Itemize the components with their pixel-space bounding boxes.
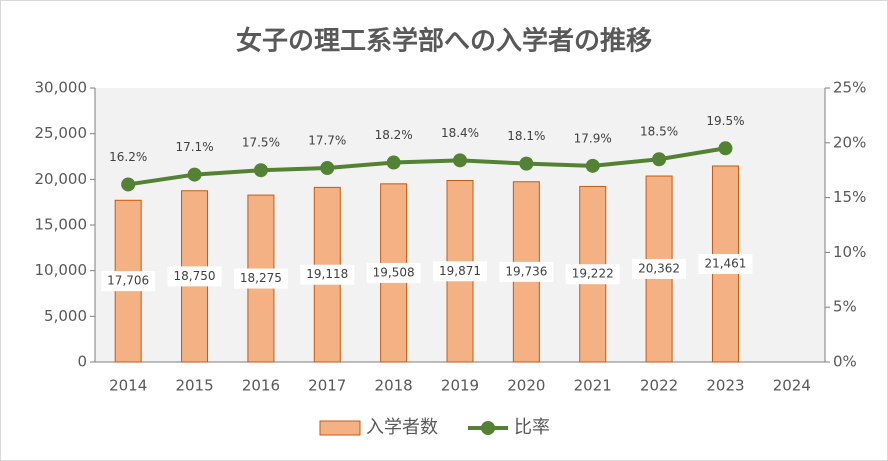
- x-tick-label: 2022: [640, 377, 678, 395]
- legend-swatch: [481, 421, 495, 435]
- data-label: 19,871: [439, 264, 481, 278]
- data-label-bg: [698, 253, 753, 274]
- x-tick-label: 2023: [706, 377, 744, 395]
- data-label-bg: [101, 271, 156, 292]
- y-tick-label: 10,000: [35, 261, 88, 279]
- data-label: 17,706: [107, 274, 149, 288]
- y-tick-label: 30,000: [35, 79, 88, 97]
- line-marker: [386, 155, 401, 170]
- y2-tick-label: 25%: [833, 79, 866, 97]
- x-tick-label: 2014: [109, 377, 147, 395]
- data-label: 19,118: [306, 267, 348, 281]
- data-label-bg: [565, 264, 620, 285]
- data-label: 20,362: [638, 262, 680, 276]
- data-label-bg: [167, 266, 222, 287]
- data-label: 18.2%: [375, 128, 413, 142]
- line-marker: [519, 156, 534, 171]
- data-label-bg: [499, 261, 554, 282]
- y-tick-label: 0: [77, 353, 87, 371]
- line-marker: [652, 152, 667, 167]
- x-tick-label: 2020: [507, 377, 545, 395]
- legend-label: 比率: [514, 417, 550, 438]
- x-tick-label: 2016: [242, 377, 280, 395]
- data-label: 19,222: [572, 267, 614, 281]
- line: [127, 146, 726, 187]
- y-tick-label: 20,000: [35, 170, 88, 188]
- data-label: 18.1%: [507, 129, 545, 143]
- data-label: 18.4%: [441, 126, 479, 140]
- line-marker: [453, 153, 467, 168]
- data-label-bg: [433, 261, 487, 282]
- y-tick-label: 25,000: [35, 124, 88, 142]
- data-label: 19.5%: [706, 114, 744, 128]
- y-tick-label: 15,000: [35, 216, 88, 234]
- line-marker: [121, 177, 136, 192]
- data-label: 16.2%: [109, 150, 147, 164]
- line-marker: [718, 141, 733, 156]
- y2-tick-label: 5%: [833, 298, 857, 316]
- data-label: 18.5%: [640, 125, 678, 139]
- x-tick-label: 2021: [574, 377, 612, 395]
- legend-swatch: [319, 420, 361, 436]
- data-label: 17.1%: [175, 140, 213, 154]
- x-tick-label: 2018: [375, 377, 413, 395]
- data-label: 17.7%: [308, 134, 346, 148]
- x-tick-label: 2019: [441, 377, 479, 395]
- data-label: 21,461: [704, 256, 746, 270]
- line-marker: [585, 158, 600, 173]
- data-label: 19,508: [373, 265, 415, 279]
- data-label: 19,736: [505, 264, 547, 278]
- data-label: 17.5%: [242, 136, 280, 150]
- x-tick-label: 2015: [175, 377, 213, 395]
- data-label-bg: [366, 262, 421, 283]
- y-tick-label: 5,000: [44, 307, 87, 325]
- y2-tick-label: 10%: [833, 243, 866, 261]
- line-marker: [187, 167, 202, 182]
- y2-tick-label: 20%: [833, 133, 866, 151]
- x-tick-label: 2017: [308, 377, 346, 395]
- line-marker: [253, 163, 268, 178]
- line-marker: [320, 161, 335, 176]
- data-label-bg: [632, 259, 687, 280]
- data-label-bg: [233, 268, 288, 289]
- chart-title: 女子の理工系学部への入学者の推移: [236, 26, 652, 57]
- y2-tick-label: 15%: [833, 188, 866, 206]
- x-tick-label: 2024: [773, 377, 811, 395]
- y2-tick-label: 0%: [833, 353, 857, 371]
- data-label: 18,275: [240, 271, 282, 285]
- data-label: 17.9%: [574, 131, 612, 145]
- data-label: 18,750: [174, 269, 216, 283]
- legend-label: 入学者数: [366, 417, 438, 438]
- data-label-bg: [300, 264, 355, 285]
